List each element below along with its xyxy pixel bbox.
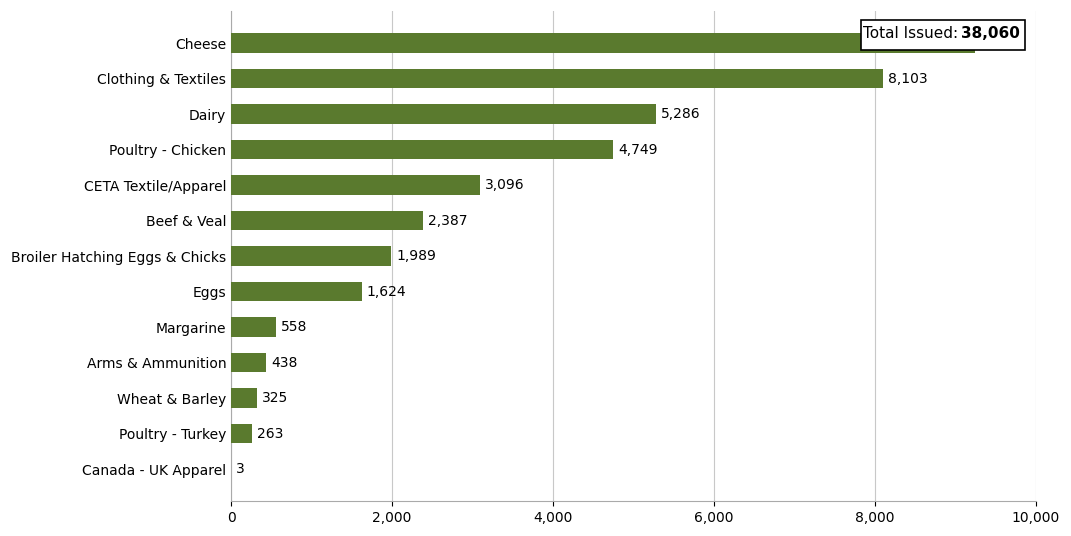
Bar bbox=[231, 211, 423, 230]
Text: 5,286: 5,286 bbox=[661, 107, 700, 121]
Text: 325: 325 bbox=[262, 391, 288, 405]
Text: 1,624: 1,624 bbox=[366, 285, 406, 299]
Text: 1,989: 1,989 bbox=[396, 249, 436, 263]
Bar bbox=[231, 282, 362, 301]
Bar bbox=[231, 69, 884, 88]
Bar bbox=[231, 317, 276, 337]
Text: 9,239: 9,239 bbox=[979, 36, 1019, 50]
Bar bbox=[231, 247, 391, 266]
Bar bbox=[231, 175, 480, 195]
Bar bbox=[231, 353, 267, 373]
Bar bbox=[231, 105, 657, 124]
Bar bbox=[231, 424, 253, 443]
Bar bbox=[231, 33, 975, 53]
Text: 3: 3 bbox=[237, 462, 245, 476]
Text: 4,749: 4,749 bbox=[618, 143, 658, 157]
Text: 8,103: 8,103 bbox=[888, 72, 927, 86]
Text: 438: 438 bbox=[271, 355, 298, 370]
Bar bbox=[231, 140, 614, 159]
Text: 3,096: 3,096 bbox=[485, 178, 525, 192]
Text: 2,387: 2,387 bbox=[428, 214, 468, 228]
Bar bbox=[231, 389, 257, 408]
Text: 38,060: 38,060 bbox=[961, 26, 1020, 41]
Text: 558: 558 bbox=[281, 320, 307, 334]
Text: 263: 263 bbox=[257, 427, 284, 441]
Text: Total Issued:: Total Issued: bbox=[862, 26, 963, 41]
FancyBboxPatch shape bbox=[861, 20, 1025, 49]
